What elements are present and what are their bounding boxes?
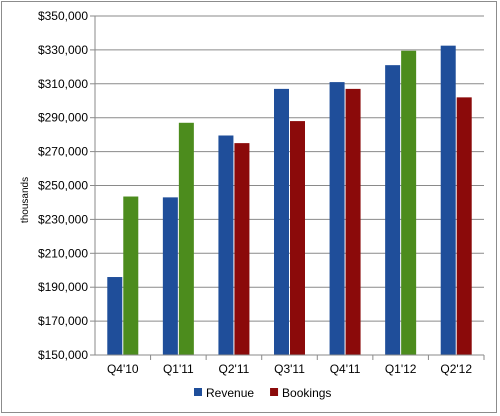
bar-revenue	[329, 82, 345, 355]
legend-label-bookings: Bookings	[282, 386, 331, 400]
bar-unlabeled-series	[123, 196, 139, 355]
y-tick-label: $210,000	[38, 246, 88, 260]
legend-swatch-bookings	[270, 388, 279, 396]
x-tick-label: Q3'11	[274, 362, 305, 376]
y-tick-label: $270,000	[38, 145, 88, 159]
bar-revenue	[385, 65, 401, 355]
y-tick-label: $310,000	[38, 77, 88, 91]
y-tick-label: $150,000	[38, 348, 88, 362]
bar-bookings	[456, 97, 472, 356]
legend: Revenue Bookings	[194, 386, 331, 400]
y-tick-label: $230,000	[38, 212, 88, 226]
y-tick-label: $350,000	[38, 9, 88, 23]
bar-bookings	[290, 121, 305, 355]
x-tick-label: Q4'10	[107, 362, 139, 376]
y-tick-label: $330,000	[38, 43, 88, 57]
x-tick-labels: Q4'10 Q1'11 Q2'11 Q3'11 Q4'11 Q1'12 Q2'12	[107, 362, 472, 376]
y-tick-labels: $150,000 $170,000 $190,000 $210,000 $230,000…	[38, 9, 88, 362]
x-tick-label: Q1'12	[385, 362, 417, 376]
bar-bookings	[345, 88, 361, 355]
bar-unlabeled-series	[401, 50, 417, 356]
legend-label-revenue: Revenue	[206, 386, 254, 400]
bars	[107, 45, 485, 360]
y-tick-label: $250,000	[38, 179, 88, 193]
x-tick-label: Q4'11	[330, 362, 361, 376]
y-tick-label: $290,000	[38, 111, 88, 125]
y-axis-title: thousands	[20, 177, 31, 223]
bar-revenue	[274, 88, 289, 355]
bar-revenue	[218, 135, 234, 355]
bar-unlabeled-series	[178, 122, 194, 355]
axes	[94, 16, 484, 356]
bar-bookings	[234, 143, 250, 355]
y-tick-label: $170,000	[38, 314, 88, 328]
y-tick-label: $190,000	[38, 280, 88, 294]
x-tick-label: Q2'12	[440, 362, 472, 376]
bar-revenue	[162, 197, 178, 355]
bar-revenue	[440, 45, 456, 355]
bar-revenue	[107, 277, 123, 355]
x-tick-label: Q1'11	[163, 362, 194, 376]
legend-swatch-revenue	[194, 388, 202, 396]
x-tick-label: Q2'11	[219, 362, 250, 376]
